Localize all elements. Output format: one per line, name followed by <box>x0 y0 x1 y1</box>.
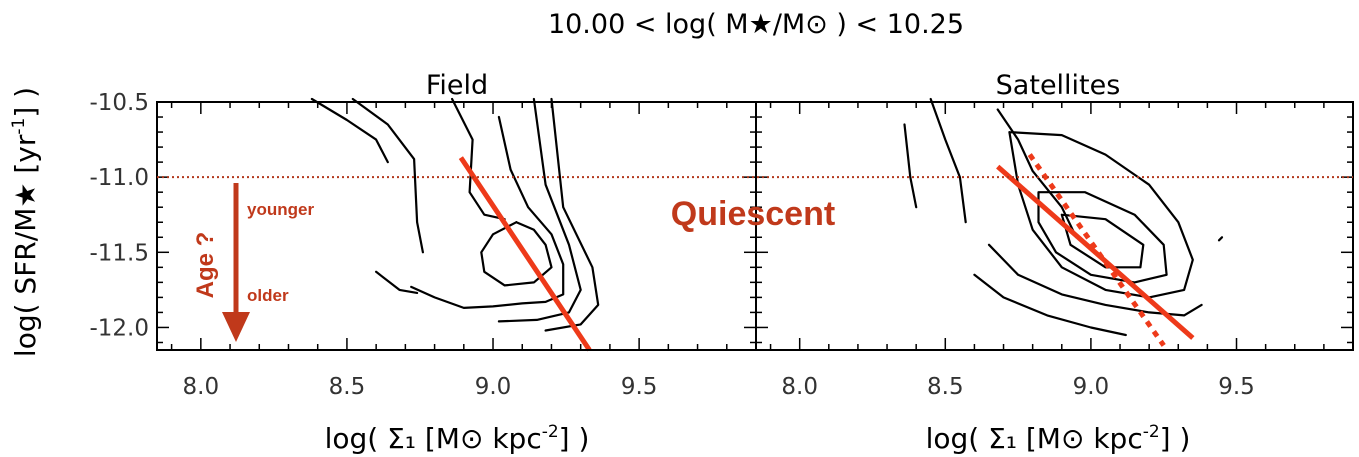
satellites-plot-frame <box>755 101 1354 351</box>
field-contour-4 <box>375 270 419 294</box>
satellites-x-tick-label: 8.0 <box>781 374 818 400</box>
panel-title-field: Field <box>426 70 488 101</box>
satellites-x-tick-label: 9.5 <box>1218 374 1255 400</box>
satellites-contour-7 <box>973 273 1127 337</box>
panel-title-satellites: Satellites <box>996 70 1121 101</box>
satellites-x-tick-label: 9.0 <box>1073 374 1110 400</box>
age-arrow-head <box>222 312 250 342</box>
field-contour-0 <box>310 97 389 164</box>
satellites-x-tick-label: 8.5 <box>927 374 964 400</box>
satellites-contour-1 <box>929 97 967 224</box>
x-axis-label-satellites: log( Σ₁ [M⊙ kpc-2] ) <box>926 422 1191 455</box>
age-annotation: Age ? younger older <box>192 183 314 342</box>
panel-field: 8.0 8.5 9.0 9.5 -10.5 -11.0 -11.5 -12.0 <box>89 90 757 400</box>
satellites-fit-line-dashed <box>1027 153 1166 347</box>
y-tick-label: -12.0 <box>89 315 149 341</box>
y-tick-label: -11.0 <box>89 165 149 191</box>
y-tick-label: -10.5 <box>89 90 149 116</box>
panel-satellites: 8.0 8.5 9.0 9.5 <box>755 97 1354 400</box>
field-contour-2 <box>451 97 506 221</box>
y-axis-label: log( SFR/M★ [yr-1] ) <box>9 87 42 357</box>
figure-title: 10.00 < log( M★/M⊙ ) < 10.25 <box>548 9 964 40</box>
quiescent-label: Quiescent <box>671 195 835 233</box>
satellites-contour-3 <box>1008 131 1194 299</box>
field-x-tick-label: 8.5 <box>329 374 366 400</box>
field-fit-line <box>458 156 592 352</box>
field-x-tick-label: 9.0 <box>475 374 512 400</box>
field-contour-1 <box>351 97 424 254</box>
satellites-contour-0 <box>903 123 918 209</box>
field-contour-6 <box>497 97 582 323</box>
field-x-tick-label: 8.0 <box>183 374 220 400</box>
satellites-contour-2 <box>996 108 1078 239</box>
age-older-label: older <box>247 286 289 305</box>
satellites-contour-5 <box>1060 213 1145 269</box>
satellites-contour-8 <box>1217 236 1224 242</box>
field-contour-3 <box>480 221 553 287</box>
satellites-contour-6 <box>987 243 1203 317</box>
age-label: Age ? <box>192 232 219 299</box>
satellites-fit-line <box>996 164 1195 340</box>
satellites-contour-4 <box>1037 191 1168 284</box>
y-tick-label: -11.5 <box>89 240 149 266</box>
x-axis-label-field: log( Σ₁ [M⊙ kpc-2] ) <box>325 422 590 455</box>
field-x-tick-label: 9.5 <box>621 374 658 400</box>
age-younger-label: younger <box>247 200 314 219</box>
